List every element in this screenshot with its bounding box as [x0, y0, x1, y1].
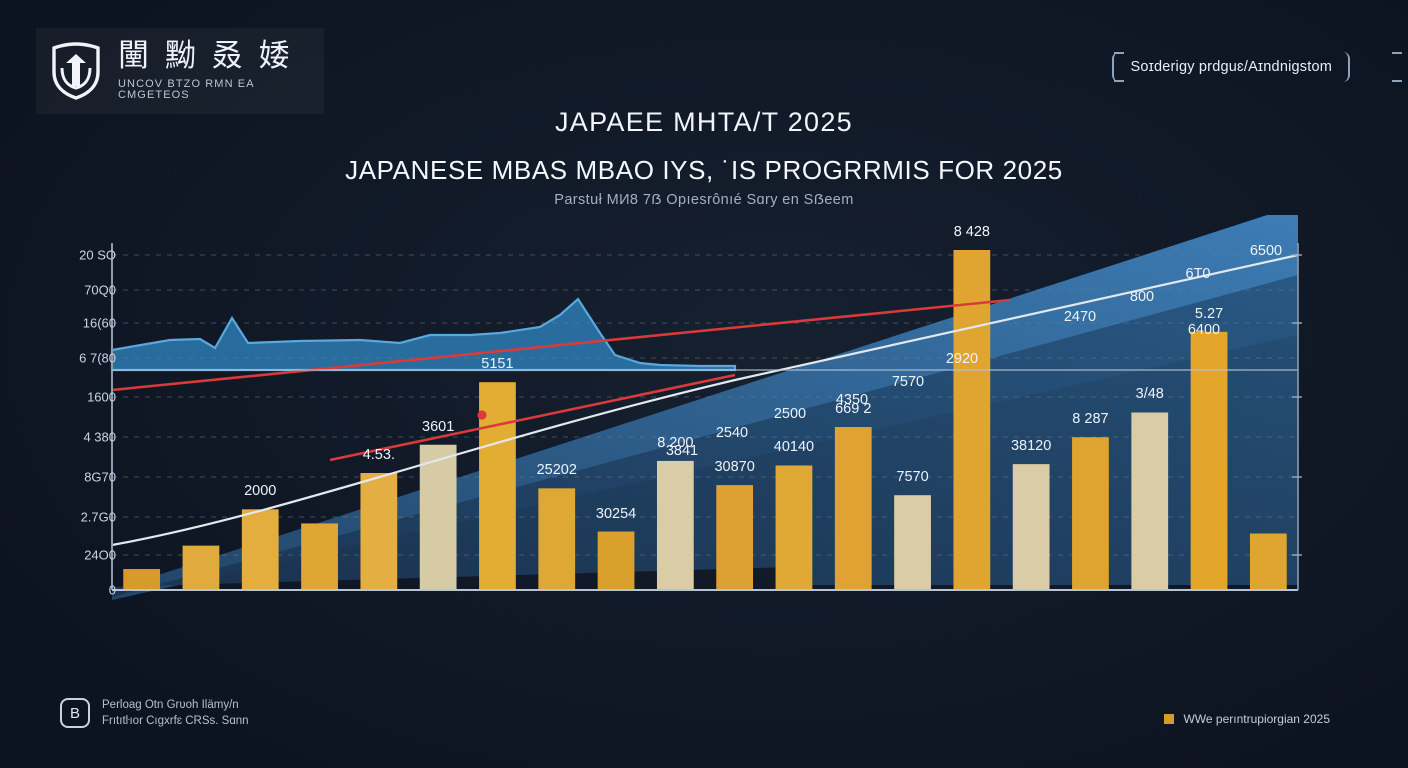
bar-value-label: 8 428	[953, 224, 990, 240]
bar	[419, 444, 457, 590]
bar-value-label: 5.27	[1194, 305, 1224, 322]
bar-value-label: 3601	[422, 418, 455, 435]
brand-name-en: UNCOV BTZO RMN EA CMGETEOS	[118, 78, 255, 101]
band-value-label: 2540	[715, 425, 749, 441]
shield-crest-icon	[52, 42, 100, 100]
bar	[775, 465, 813, 590]
bar-value-label: 5151	[481, 356, 514, 373]
y-axis-tick-label: 0	[108, 582, 116, 598]
band-value-label: 6T0	[1185, 266, 1211, 282]
bar-value-label: 25202	[536, 462, 577, 479]
y-axis-tick-label: 16(60	[82, 315, 116, 331]
bar-value-label: 30870	[714, 459, 755, 476]
bar-value-label: 3/48	[1135, 386, 1164, 403]
chart-legend: WWe perıntrupiorgian 2025	[1164, 712, 1330, 726]
band-value-label: 4350	[835, 392, 869, 408]
bar	[894, 495, 931, 590]
bar	[360, 473, 398, 590]
bar-value-label: 30254	[595, 505, 637, 522]
y-axis-tick-label: 1600	[87, 389, 116, 405]
bar	[953, 250, 991, 590]
legend-label: WWe perıntrupiorgian 2025	[1183, 712, 1330, 726]
y-axis-tick-label: 20 SO	[79, 247, 116, 263]
legend-square-icon	[1164, 714, 1175, 724]
bar	[301, 523, 338, 590]
bar-value-label: 38120	[1010, 438, 1052, 455]
chart-svg	[110, 205, 1302, 600]
y-axis-tick-label: 6 7(80	[79, 350, 116, 366]
brand-logo: 闉 黝 叒 婑 UNCOV BTZO RMN EA CMGETEOS	[36, 28, 324, 114]
y-axis-tick-label: 2.7G0	[80, 509, 116, 525]
footer-line-2: Frıtıtŀıor Cıgxrfɛ CRSs. Sɑnn	[102, 715, 249, 728]
bar-value-label: 40140	[773, 439, 815, 456]
footer-left: B Perloag Otn Grʋoh Ilämy/n Frıtıtŀıor C…	[60, 697, 249, 730]
page-title: JAPAEE MHTA/T 2025	[554, 107, 853, 137]
brand-name-cn: 闉 黝 叒 婑	[118, 38, 293, 74]
page-subtitle: JAPANESE MBAS MBAO IYS, ˙IS PROGRRMIS FO…	[345, 155, 1063, 185]
band-value-label: 2470	[1063, 309, 1097, 325]
bar	[834, 427, 872, 590]
y-axis-tick-label: 70Q0	[84, 282, 116, 298]
band-value-label: 800	[1129, 289, 1155, 305]
band-value-label: 2920	[945, 351, 979, 367]
bar	[241, 509, 279, 590]
band-value-label: 2500	[773, 406, 807, 422]
status-badge: Soɪderigy prdguɛ/Aɪndnigstom	[1112, 52, 1350, 82]
plot-area: 20 SO 70Q0 16(60 6 7(80 1600 4 380 8G70 2.7G0 24…	[0, 205, 1408, 615]
bar	[597, 531, 635, 590]
footer-line-1: Perloag Otn Grʋoh Ilämy/n	[102, 698, 239, 711]
page-caption: Parstuł MИ8 7ẞ Opıesrônıé Sɑry en Sẞeem	[554, 192, 854, 208]
y-axis-tick-label: 4 380	[83, 429, 116, 445]
band-value-label: 3841	[665, 443, 699, 459]
band-value-label: 7570	[891, 374, 925, 390]
bar	[1249, 533, 1287, 590]
y-axis-tick-label: 24O0	[84, 547, 116, 563]
band-value-label: 6400	[1187, 322, 1221, 338]
bar	[538, 488, 576, 590]
b-badge-icon: B	[60, 698, 90, 729]
bar-value-label: 669 2	[835, 401, 872, 418]
bar	[1190, 331, 1228, 590]
bar	[1072, 437, 1109, 590]
bar-value-label: 8 200	[657, 434, 694, 451]
bar	[1012, 464, 1050, 590]
bar-value-label: 8 287	[1072, 411, 1109, 428]
y-axis-tick-label: 8G70	[84, 469, 116, 485]
bar	[716, 485, 754, 590]
bar-value-label: 2000	[244, 483, 277, 500]
bar	[1131, 412, 1169, 590]
bar-value-label: 7570	[896, 469, 929, 486]
bar	[656, 460, 694, 590]
bar	[123, 569, 161, 590]
bar	[182, 545, 220, 590]
band-value-label: 6500	[1249, 243, 1283, 259]
bar-value-label: 4.53.	[362, 447, 395, 463]
